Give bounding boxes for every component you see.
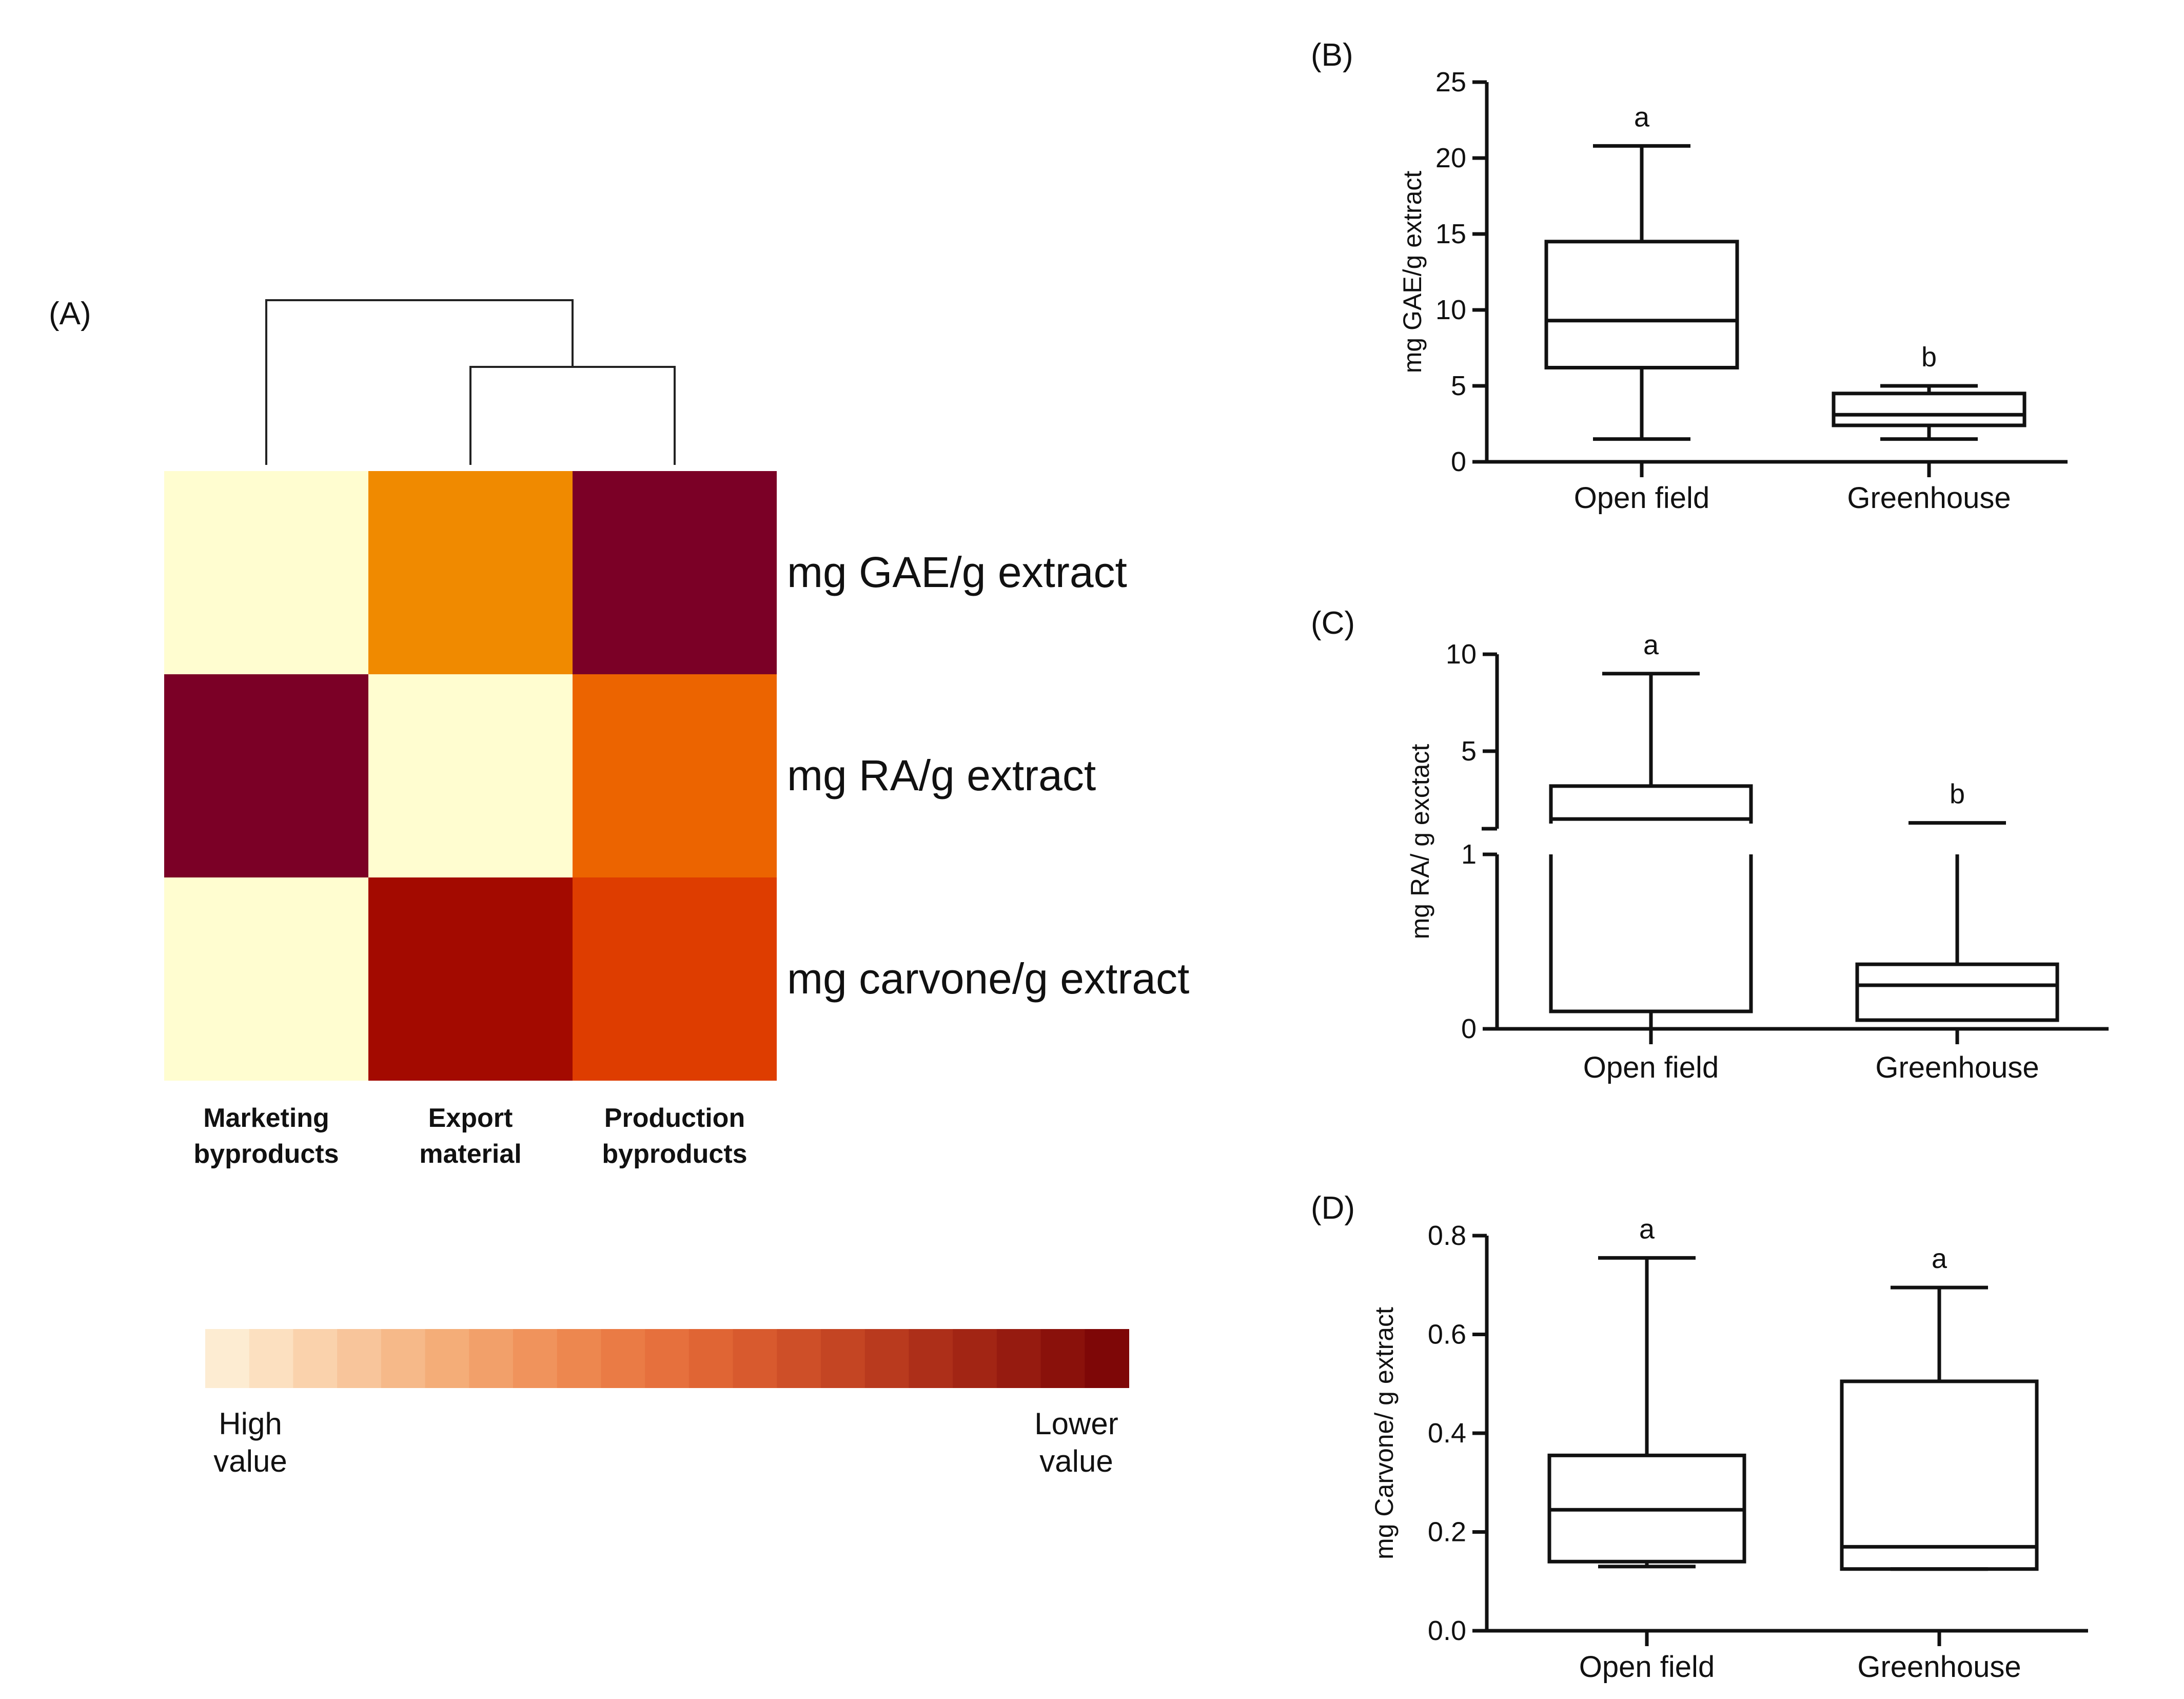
heatmap-cell — [164, 877, 368, 1081]
y-tick-label: 0.2 — [1428, 1517, 1466, 1548]
x-category-label: Greenhouse — [1875, 1051, 2039, 1084]
color-scale-swatch — [777, 1329, 821, 1388]
color-scale-swatch — [381, 1329, 426, 1388]
panel-label-c: (C) — [1311, 606, 1355, 641]
panel-label-a: (A) — [49, 296, 91, 331]
color-scale-low-label: value — [213, 1444, 287, 1478]
heatmap-cell — [573, 471, 777, 674]
color-scale-swatch — [293, 1329, 338, 1388]
y-tick-label: 10 — [1435, 295, 1466, 325]
color-scale-high-label: Lower — [1034, 1407, 1118, 1441]
color-scale-high-label: value — [1039, 1444, 1113, 1478]
significance-letter: b — [1950, 779, 1965, 810]
y-tick-label: 5 — [1451, 370, 1466, 401]
y-tick-label: 10 — [1446, 639, 1477, 670]
color-scale-swatch — [645, 1329, 690, 1388]
heatmap-column-label: Marketing — [203, 1103, 329, 1133]
color-scale-swatch — [909, 1329, 954, 1388]
color-scale-swatch — [513, 1329, 558, 1388]
dendrogram-branch — [265, 299, 574, 465]
color-scale-swatch — [557, 1329, 602, 1388]
heatmap-cell — [164, 674, 368, 877]
ra-boxplot-panel: (C) 0 1 5 10 mg RA/ g exctact Open field a Green… — [1311, 606, 2109, 1084]
box-iqr — [1832, 392, 2026, 427]
color-scale-low-label: High — [219, 1407, 282, 1441]
significance-letter: a — [1643, 630, 1659, 660]
y-tick-label: 15 — [1435, 219, 1466, 249]
y-tick-label: 5 — [1461, 736, 1477, 767]
color-scale-swatch — [1085, 1329, 1129, 1388]
box-iqr-lower — [1549, 854, 1753, 1013]
y-tick-label: 0.4 — [1428, 1418, 1466, 1449]
heatmap-cell — [573, 877, 777, 1081]
y-tick-label: 0 — [1461, 1013, 1477, 1044]
color-scale-swatch — [249, 1329, 294, 1388]
y-tick-label: 20 — [1435, 143, 1466, 173]
color-scale-swatch — [205, 1329, 250, 1388]
y-tick-label: 0.8 — [1428, 1220, 1466, 1251]
heatmap-column-label: byproducts — [193, 1139, 339, 1169]
heatmap-column-label: byproducts — [602, 1139, 747, 1169]
x-category-label: Open field — [1583, 1051, 1719, 1084]
y-tick-label: 0.0 — [1428, 1615, 1466, 1646]
x-category-label: Open field — [1574, 481, 1709, 515]
significance-letter: b — [1921, 342, 1937, 373]
heatmap-column-label: Export — [428, 1103, 513, 1133]
y-tick-label: 0.6 — [1428, 1319, 1466, 1350]
significance-letter: a — [1639, 1214, 1655, 1244]
heatmap-panel: (A) mg GAE/g extract mg RA/g extract mg car… — [49, 296, 1189, 1478]
carvone-boxplot-panel: (D) 0.0 0.2 0.4 0.6 0.8 mg Carvone/ g extract O… — [1311, 1190, 2088, 1684]
y-tick-label: 0 — [1451, 446, 1466, 477]
significance-letter: a — [1932, 1243, 1947, 1274]
heatmap-cell — [573, 674, 777, 877]
box-iqr-upper — [1549, 784, 1753, 824]
heatmap-row-label: mg GAE/g extract — [787, 548, 1127, 596]
color-scale-swatch — [469, 1329, 514, 1388]
panel-label: (B) — [1311, 37, 1353, 73]
color-scale-swatch — [337, 1329, 382, 1388]
heatmap-cell — [368, 877, 573, 1081]
y-axis-label: mg RA/ g exctact — [1406, 744, 1434, 940]
heatmap-row-label: mg carvone/g extract — [787, 954, 1189, 1003]
color-scale-swatch — [953, 1329, 997, 1388]
color-scale-swatch — [821, 1329, 865, 1388]
color-scale-swatch — [1040, 1329, 1086, 1388]
y-tick-label: 1 — [1461, 839, 1477, 870]
color-scale-swatch — [601, 1329, 646, 1388]
heatmap-cell — [368, 674, 573, 877]
color-scale-swatch — [688, 1329, 734, 1388]
box-iqr — [1855, 962, 2059, 1022]
color-scale-swatch — [733, 1329, 778, 1388]
significance-letter: a — [1634, 102, 1650, 132]
box-iqr — [1544, 240, 1739, 369]
panel-label: (D) — [1311, 1190, 1355, 1226]
heatmap-row-label: mg RA/g extract — [787, 751, 1096, 799]
y-tick-label: 25 — [1435, 67, 1466, 97]
x-category-label: Open field — [1579, 1650, 1715, 1684]
color-scale-swatch — [864, 1329, 910, 1388]
x-category-label: Greenhouse — [1847, 481, 2011, 515]
gae-boxplot-panel: (B) 0 5 10 15 20 25 mg GAE/g extract Open field a… — [1311, 37, 2068, 515]
y-axis-label: mg Carvone/ g extract — [1370, 1307, 1399, 1559]
dendrogram-branch — [469, 366, 676, 465]
y-axis-label: mg GAE/g extract — [1398, 171, 1427, 374]
heatmap-cell — [164, 471, 368, 674]
heatmap-cell — [368, 471, 573, 674]
heatmap-column-label: material — [419, 1139, 521, 1169]
heatmap-column-label: Production — [604, 1103, 745, 1133]
x-category-label: Greenhouse — [1857, 1650, 2021, 1684]
color-scale-swatch — [996, 1329, 1041, 1388]
box-iqr — [1840, 1379, 2039, 1571]
color-scale-swatch — [425, 1329, 470, 1388]
